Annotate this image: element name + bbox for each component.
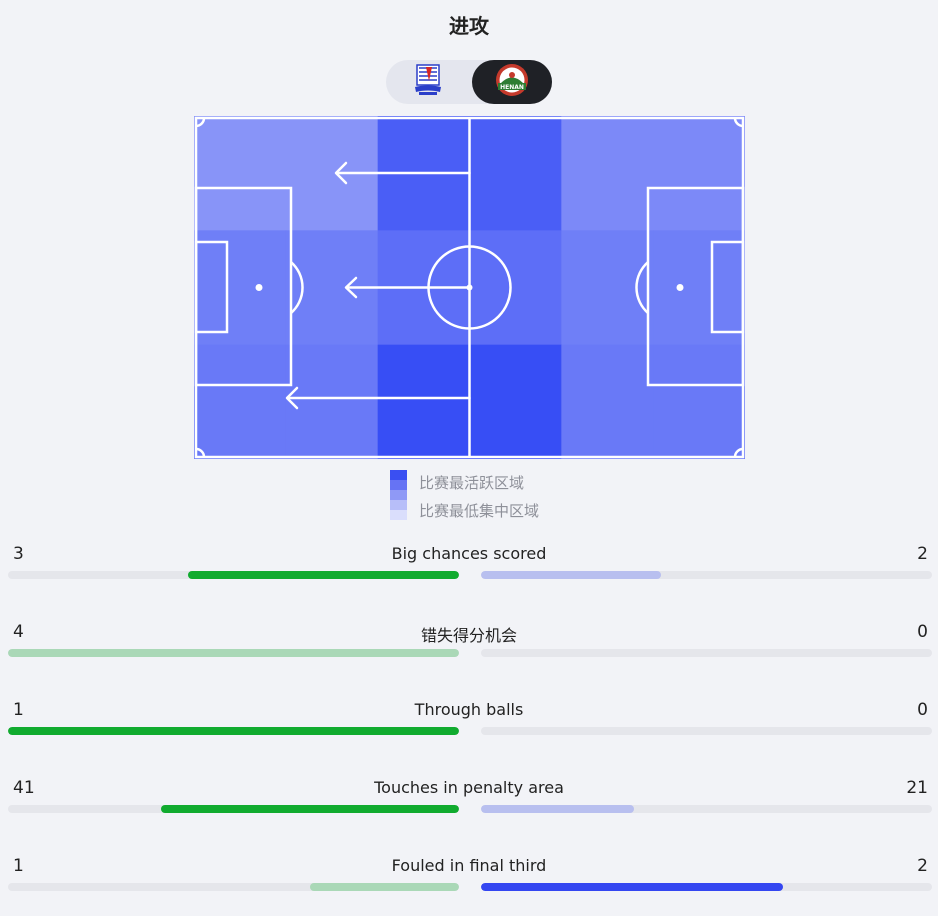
stat-label: Big chances scored: [391, 544, 547, 563]
legend-swatch: [390, 470, 407, 480]
right-penalty-spot: [676, 284, 684, 291]
heatmap-cell: [653, 230, 745, 346]
heatmap-cell: [561, 116, 654, 231]
stat-home-bar-fill: [310, 883, 459, 891]
stat-away-bar-track: [481, 883, 932, 891]
legend-color-scale: [390, 470, 407, 520]
stat-home-value: 4: [13, 622, 24, 642]
attack-arrow-bottom: [285, 386, 471, 410]
stat-away-bar-track: [481, 571, 932, 579]
heatmap-cell: [194, 344, 287, 459]
heatmap-cell: [653, 344, 745, 459]
stat-away-value: 2: [917, 544, 928, 564]
section-title: 进攻: [449, 14, 489, 38]
heatmap-cell: [377, 344, 470, 459]
stat-away-bar-track: [481, 649, 932, 657]
attack-heatmap-pitch: [194, 116, 745, 459]
heatmap-cell: [469, 116, 562, 231]
legend-low-label: 比赛最低集中区域: [419, 502, 540, 520]
stat-row: 1 Fouled in final third 2: [0, 856, 938, 916]
stat-row: 1 Through balls 0: [0, 700, 938, 760]
stat-home-value: 41: [13, 778, 35, 798]
left-goal-box: [194, 240, 229, 334]
heatmap-cell: [561, 230, 654, 346]
team-toggle: HENAN: [386, 60, 552, 104]
henan-crest-icon: HENAN: [494, 62, 530, 102]
stat-row: 4 错失得分机会 0: [0, 622, 938, 682]
stat-home-bar-track: [8, 727, 459, 735]
stat-home-bar-track: [8, 883, 459, 891]
right-goal-box: [710, 240, 745, 334]
heatmap-cell: [561, 344, 654, 459]
heatmap-cell: [469, 344, 562, 459]
legend-swatch: [390, 510, 407, 520]
stat-away-value: 0: [917, 700, 928, 720]
stat-home-bar-fill: [161, 805, 459, 813]
stat-row: 41 Touches in penalty area 21: [0, 778, 938, 838]
heatmap-cell: [194, 116, 287, 231]
stat-home-value: 1: [13, 856, 24, 876]
heatmap-cell: [469, 230, 562, 346]
legend-swatch: [390, 490, 407, 500]
stat-home-value: 3: [13, 544, 24, 564]
team-button-away[interactable]: HENAN: [472, 60, 552, 104]
corner-arc-tr: [733, 117, 744, 128]
heatmap-cell: [194, 230, 287, 346]
left-penalty-arc: [290, 261, 304, 314]
stat-label: 错失得分机会: [420, 626, 517, 645]
stat-away-bar-track: [481, 805, 932, 813]
legend-high-label: 比赛最活跃区域: [419, 474, 525, 492]
stat-home-bar-fill: [8, 727, 459, 735]
stat-label: Through balls: [414, 700, 524, 719]
stat-away-value: 21: [906, 778, 928, 798]
henan-logo-text: HENAN: [500, 84, 524, 91]
attack-arrow-middle: [344, 276, 471, 299]
right-penalty-arc: [635, 261, 649, 314]
corner-arc-br: [733, 447, 744, 458]
shanghai-shenhua-crest-icon: [413, 63, 443, 101]
stat-label: Fouled in final third: [391, 856, 547, 875]
heatmap-cell: [653, 116, 745, 231]
stat-home-value: 1: [13, 700, 24, 720]
team-button-home[interactable]: [388, 60, 468, 104]
stat-home-bar-fill: [8, 649, 459, 657]
stat-away-bar-fill: [481, 883, 784, 891]
stat-home-bar-fill: [188, 571, 459, 579]
stat-away-value: 2: [917, 856, 928, 876]
corner-arc-tl: [195, 117, 206, 128]
stat-home-bar-track: [8, 571, 459, 579]
stat-label: Touches in penalty area: [374, 778, 564, 797]
heatmap-cell: [285, 344, 379, 459]
stat-home-bar-track: [8, 649, 459, 657]
attack-arrow-top: [334, 161, 471, 185]
stat-away-bar-fill: [481, 571, 662, 579]
legend-swatch: [390, 480, 407, 490]
stat-away-bar-track: [481, 727, 932, 735]
heatmap-legend: 比赛最活跃区域 比赛最低集中区域: [390, 470, 590, 522]
stat-away-value: 0: [917, 622, 928, 642]
stat-home-bar-track: [8, 805, 459, 813]
pitch-graphic: [194, 116, 745, 459]
stat-row: 3 Big chances scored 2: [0, 544, 938, 604]
corner-arc-bl: [195, 447, 206, 458]
stat-away-bar-fill: [481, 805, 635, 813]
legend-swatch: [390, 500, 407, 510]
left-penalty-spot: [255, 284, 263, 291]
